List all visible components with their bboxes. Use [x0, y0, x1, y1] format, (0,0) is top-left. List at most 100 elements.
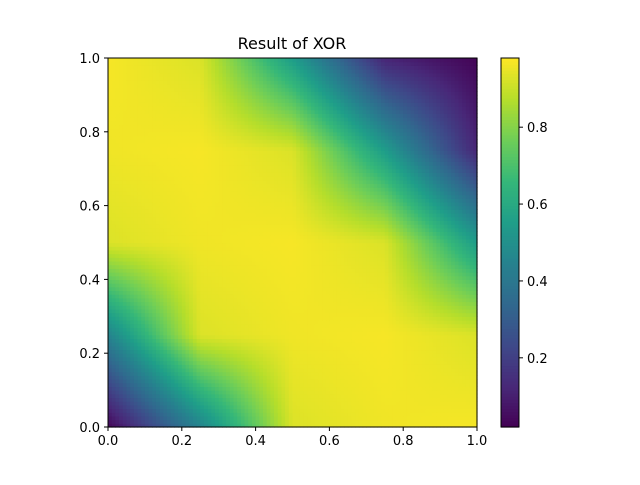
heatmap-cell: [429, 327, 434, 332]
heatmap-cell: [274, 360, 279, 365]
heatmap-cell: [329, 323, 334, 328]
heatmap-cell: [395, 390, 401, 395]
heatmap-cell: [366, 242, 371, 247]
heatmap-cell: [429, 246, 434, 251]
heatmap-cell: [465, 338, 471, 343]
heatmap-cell: [248, 349, 253, 354]
heatmap-cell: [200, 360, 205, 365]
heatmap-cell: [196, 349, 201, 354]
heatmap-cell: [329, 408, 334, 413]
heatmap-cell: [410, 390, 415, 395]
heatmap-cell: [307, 290, 312, 295]
heatmap-cell: [218, 356, 223, 362]
heatmap-cell: [414, 364, 419, 369]
heatmap-cell: [432, 415, 438, 421]
heatmap-cell: [207, 297, 212, 303]
heatmap-cell: [395, 249, 401, 255]
heatmap-cell: [388, 327, 393, 332]
heatmap-cell: [215, 312, 220, 317]
heatmap-cell: [410, 338, 415, 343]
heatmap-cell: [152, 371, 157, 376]
heatmap-cell: [299, 382, 305, 388]
heatmap-cell: [358, 275, 364, 280]
heatmap-cell: [255, 297, 260, 303]
heatmap-cell: [200, 319, 205, 325]
heatmap-cell: [344, 371, 349, 376]
heatmap-cell: [347, 308, 353, 314]
heatmap-cell: [148, 294, 153, 299]
heatmap-cell: [167, 272, 172, 277]
heatmap-cell: [395, 371, 401, 376]
heatmap-cell: [189, 246, 194, 251]
heatmap-cell: [222, 268, 227, 273]
heatmap-cell: [226, 360, 231, 365]
heatmap-cell: [281, 272, 286, 277]
heatmap-cell: [277, 404, 283, 410]
heatmap-cell: [454, 345, 460, 351]
heatmap-cell: [119, 257, 124, 262]
heatmap-cell: [274, 316, 279, 321]
heatmap-cell: [233, 301, 238, 306]
heatmap-cell: [281, 364, 286, 369]
heatmap-cell: [425, 334, 430, 340]
heatmap-cell: [259, 268, 264, 273]
heatmap-cell: [133, 301, 139, 306]
heatmap-cell: [458, 305, 463, 310]
heatmap-cell: [152, 249, 157, 255]
heatmap-cell: [281, 275, 286, 280]
heatmap-cell: [259, 294, 264, 299]
heatmap-cell: [465, 283, 471, 288]
heatmap-cell: [144, 386, 150, 391]
heatmap-cell: [366, 364, 371, 369]
heatmap-cell: [347, 412, 353, 417]
heatmap-cell: [108, 246, 113, 251]
heatmap-cell: [207, 342, 212, 347]
heatmap-cell: [251, 412, 257, 417]
heatmap-cell: [425, 264, 430, 269]
heatmap-cell: [255, 379, 260, 384]
heatmap-cell: [122, 419, 128, 424]
heatmap-cell: [333, 297, 338, 303]
heatmap-cell: [181, 260, 187, 266]
heatmap-cell: [377, 283, 382, 288]
heatmap-cell: [358, 297, 364, 303]
heatmap-cell: [432, 349, 438, 354]
heatmap-cell: [141, 338, 146, 343]
heatmap-cell: [410, 375, 415, 380]
heatmap-cell: [259, 404, 264, 410]
heatmap-cell: [178, 275, 183, 280]
heatmap-cell: [163, 401, 168, 406]
heatmap-cell: [144, 327, 150, 332]
heatmap-cell: [178, 375, 183, 380]
heatmap-cell: [115, 415, 120, 421]
heatmap-cell: [126, 257, 131, 262]
heatmap-cell: [432, 393, 438, 399]
heatmap-cell: [414, 319, 419, 325]
heatmap-cell: [296, 249, 301, 255]
heatmap-cell: [218, 308, 223, 314]
heatmap-cell: [384, 272, 390, 277]
heatmap-cell: [218, 375, 223, 380]
heatmap-cell: [133, 386, 139, 391]
heatmap-cell: [226, 331, 231, 336]
heatmap-cell: [462, 367, 467, 373]
heatmap-cell: [200, 268, 205, 273]
heatmap-cell: [436, 290, 441, 295]
heatmap-cell: [322, 286, 327, 292]
heatmap-cell: [417, 386, 423, 391]
heatmap-cell: [163, 323, 168, 328]
heatmap-cell: [285, 404, 290, 410]
heatmap-cell: [111, 305, 116, 310]
heatmap-cell: [259, 334, 264, 340]
heatmap-cell: [355, 367, 360, 373]
heatmap-cell: [237, 360, 242, 365]
heatmap-cell: [222, 316, 227, 321]
heatmap-cell: [432, 297, 438, 303]
heatmap-cell: [244, 423, 249, 428]
heatmap-cell: [130, 319, 135, 325]
heatmap-cell: [133, 264, 139, 269]
heatmap-cell: [458, 393, 463, 399]
heatmap-cell: [251, 246, 257, 251]
heatmap-cell: [130, 272, 135, 277]
heatmap-cell: [392, 353, 397, 358]
